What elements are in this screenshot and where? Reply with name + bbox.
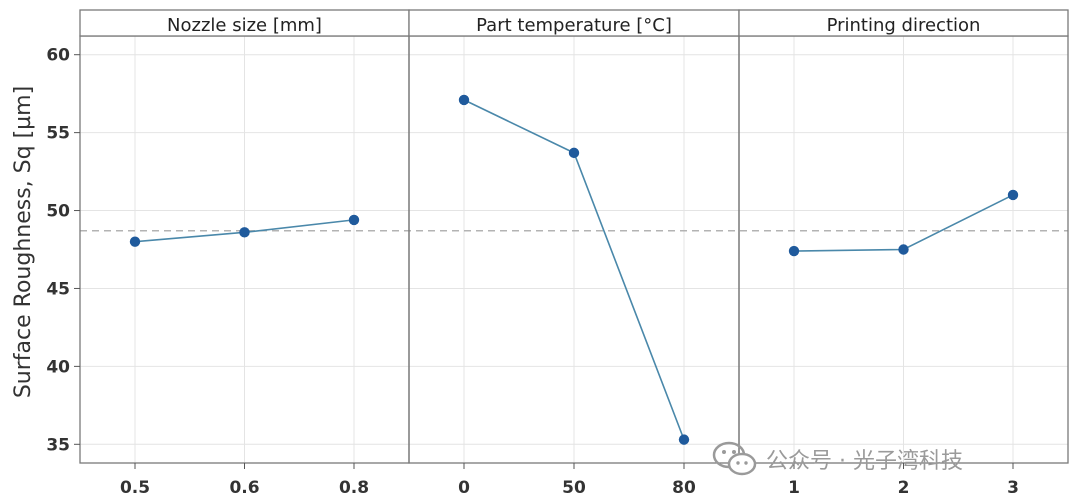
watermark: 公众号 · 光子湾科技 [712,440,963,478]
panel-title: Printing direction [827,15,981,36]
x-tick-label: 3 [1007,478,1019,498]
y-tick-label: 35 [46,435,70,455]
x-tick-label: 50 [562,478,586,498]
watermark-text: 公众号 · 光子湾科技 [766,449,963,474]
data-point [898,244,909,255]
y-tick-label: 40 [46,357,70,377]
panel-title: Part temperature [°C] [476,15,672,36]
x-tick-label: 1 [788,478,800,498]
data-point [568,147,580,159]
y-tick-label: 50 [46,202,70,222]
frame-layer: Nozzle size [mm] Part temperature [°C] Pri… [79,9,1069,464]
data-point [1007,189,1019,201]
x-tick-label: 0.5 [120,478,150,498]
x-tick-label: 80 [672,478,696,498]
data-point [678,434,690,445]
data-point [348,214,360,226]
data-point [458,94,470,106]
series-layer [129,94,1019,445]
panel-strip [738,9,1069,37]
data-point [239,227,250,238]
y-tick-label: 55 [46,124,70,144]
y-axis-label: Surface Roughness, Sq [µm] [11,86,36,398]
panel-strip [79,9,410,37]
grid-layer [80,36,1068,463]
x-tick-label: 0.6 [229,478,259,498]
panel-title: Nozzle size [mm] [167,15,322,36]
x-tick-label: 0.8 [339,478,369,498]
wechat-icon [712,441,757,476]
x-tick-label: 2 [898,478,910,498]
panel-strip [408,9,740,37]
data-point [788,245,800,257]
axis-layer: 35 40 45 50 55 60 0.5 0.6 0.8 0 50 80 1 2 3 [46,46,1019,498]
y-tick-label: 45 [46,279,70,299]
x-tick-label: 0 [458,478,470,498]
y-tick-label: 60 [46,46,70,66]
data-point [129,236,141,247]
